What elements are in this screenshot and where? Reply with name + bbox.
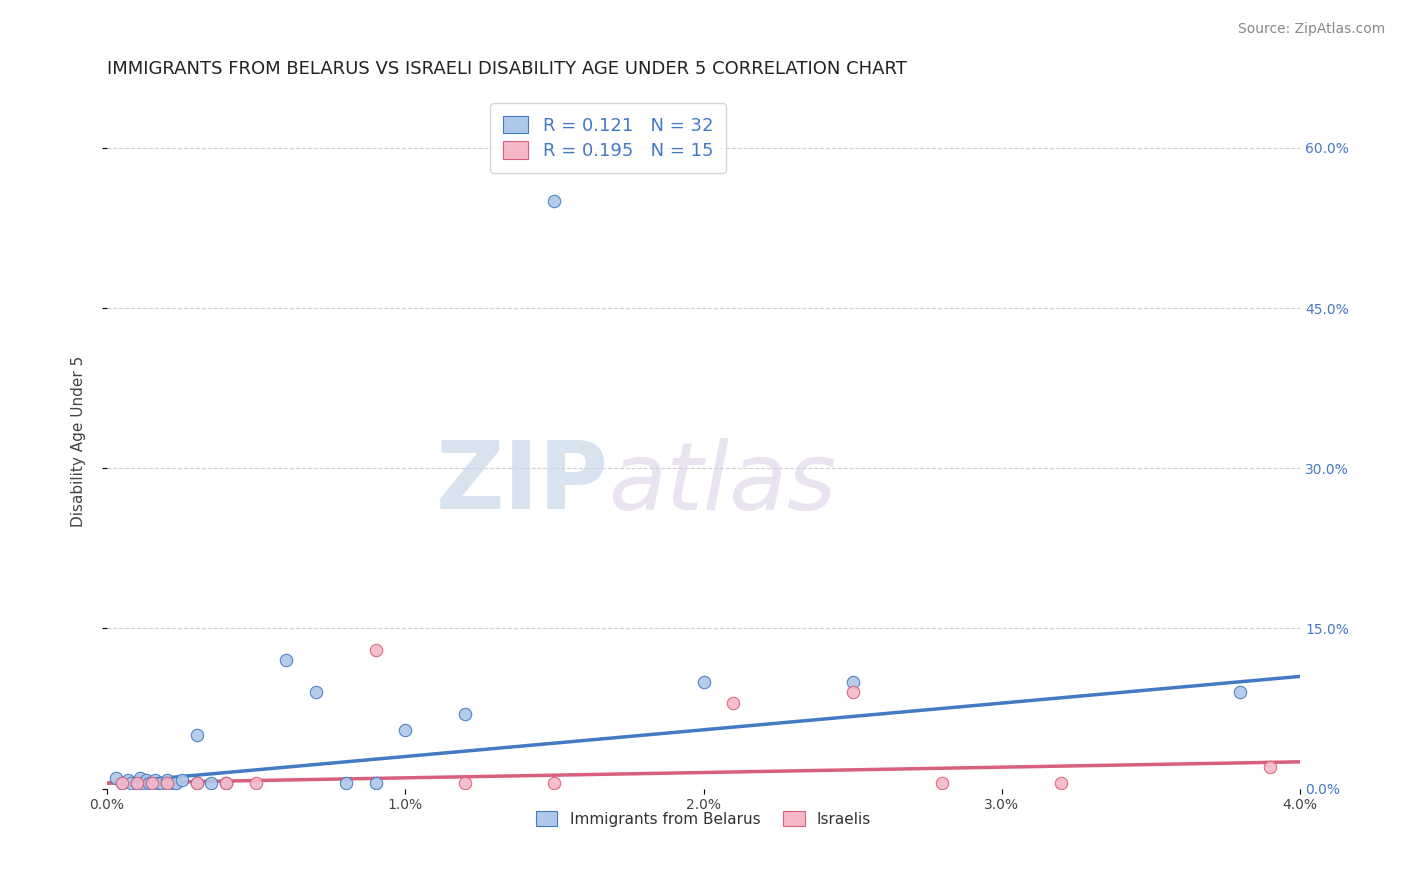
Point <box>135 772 157 787</box>
Point <box>132 776 155 790</box>
Text: IMMIGRANTS FROM BELARUS VS ISRAELI DISABILITY AGE UNDER 5 CORRELATION CHART: IMMIGRANTS FROM BELARUS VS ISRAELI DISAB… <box>107 60 907 78</box>
Point <box>156 776 179 790</box>
Point <box>364 642 387 657</box>
Point <box>105 771 128 785</box>
Point <box>141 776 163 790</box>
Point <box>143 772 166 787</box>
Point <box>692 674 714 689</box>
Point <box>454 706 477 721</box>
Point <box>111 776 134 790</box>
Point <box>723 696 745 710</box>
Point <box>245 776 267 790</box>
Point <box>186 776 208 790</box>
Point <box>156 776 179 790</box>
Point <box>170 772 193 787</box>
Legend: Immigrants from Belarus, Israelis: Immigrants from Belarus, Israelis <box>530 805 877 833</box>
Point <box>162 776 184 790</box>
Text: atlas: atlas <box>609 438 837 529</box>
Point <box>841 685 863 699</box>
Point <box>138 776 160 790</box>
Point <box>141 776 163 790</box>
Point <box>1258 760 1281 774</box>
Point <box>149 776 172 790</box>
Point <box>274 653 297 667</box>
Point <box>1050 776 1073 790</box>
Point <box>543 776 565 790</box>
Point <box>215 776 238 790</box>
Point <box>146 776 169 790</box>
Text: Source: ZipAtlas.com: Source: ZipAtlas.com <box>1237 22 1385 37</box>
Point <box>364 776 387 790</box>
Point <box>125 776 148 790</box>
Point <box>305 685 328 699</box>
Point <box>125 776 148 790</box>
Point <box>156 772 179 787</box>
Y-axis label: Disability Age Under 5: Disability Age Under 5 <box>72 356 86 527</box>
Point <box>454 776 477 790</box>
Point <box>128 771 150 785</box>
Point <box>111 776 134 790</box>
Point <box>543 194 565 209</box>
Text: ZIP: ZIP <box>436 437 609 529</box>
Point <box>186 728 208 742</box>
Point <box>200 776 222 790</box>
Point <box>215 776 238 790</box>
Point <box>841 674 863 689</box>
Point <box>931 776 953 790</box>
Point <box>186 776 208 790</box>
Point <box>335 776 357 790</box>
Point <box>394 723 416 737</box>
Point <box>165 776 187 790</box>
Point <box>1229 685 1251 699</box>
Point <box>120 776 142 790</box>
Point <box>117 772 139 787</box>
